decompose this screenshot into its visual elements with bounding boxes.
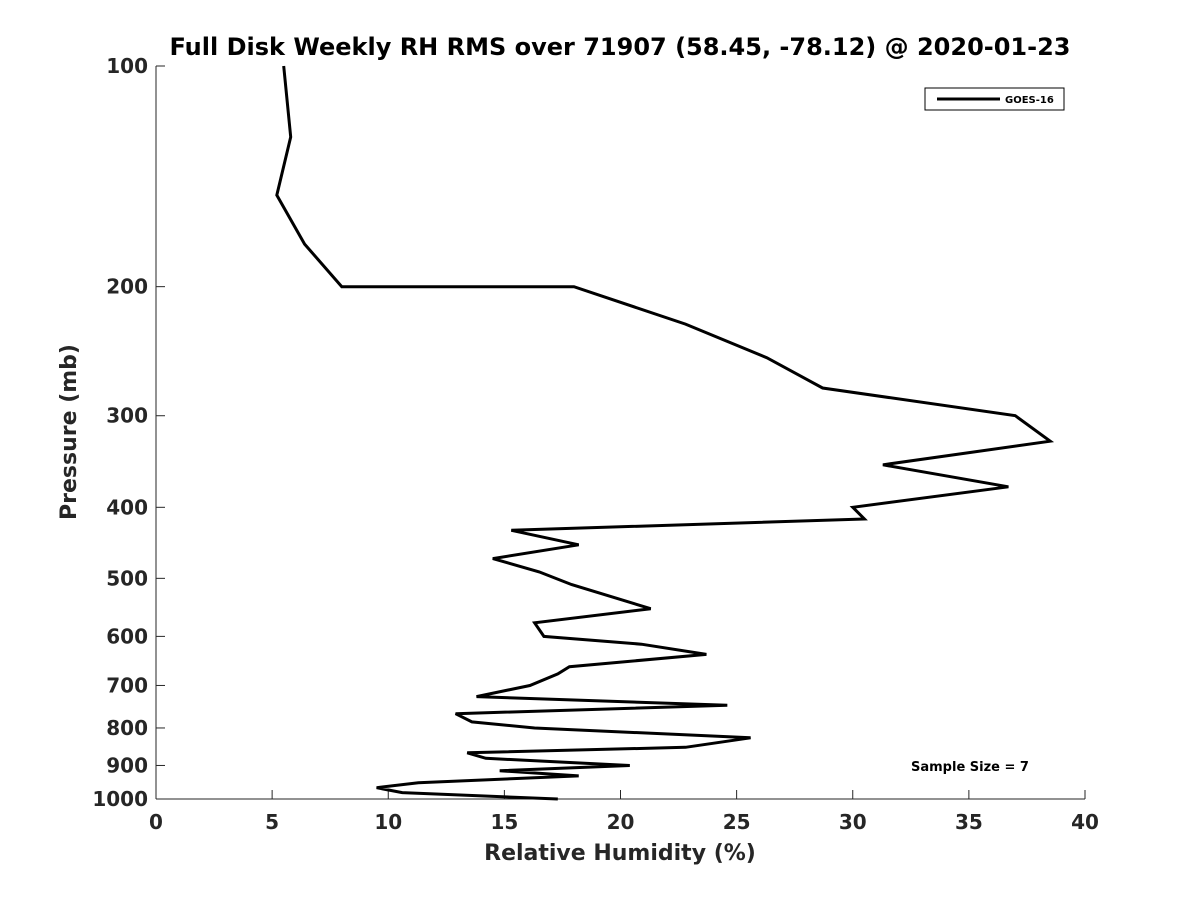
y-tick-label: 800 <box>106 716 148 740</box>
legend-label-goes-16: GOES-16 <box>1005 95 1054 106</box>
legend: GOES-16 <box>924 87 1065 111</box>
y-tick-label: 200 <box>106 275 148 299</box>
x-tick-label: 5 <box>265 810 279 834</box>
sample-size-annotation: Sample Size = 7 <box>911 760 1029 775</box>
y-tick-label: 500 <box>106 566 148 590</box>
y-tick-label: 400 <box>106 495 148 519</box>
axes <box>155 66 1085 800</box>
chart-title: Full Disk Weekly RH RMS over 71907 (58.4… <box>169 33 1070 61</box>
series-layer <box>275 65 1055 801</box>
y-tick-label: 300 <box>106 404 148 428</box>
x-ticks: 0 5 10 15 20 25 30 35 40 <box>149 790 1099 834</box>
y-axis-label: Pressure (mb) <box>57 344 82 520</box>
x-tick-label: 35 <box>955 810 983 834</box>
x-tick-label: 0 <box>149 810 163 834</box>
x-tick-label: 30 <box>839 810 867 834</box>
y-tick-label: 100 <box>106 54 148 78</box>
y-tick-label: 1000 <box>92 787 148 811</box>
y-tick-label: 600 <box>106 624 148 648</box>
x-tick-label: 40 <box>1071 810 1099 834</box>
x-tick-label: 15 <box>490 810 518 834</box>
y-ticks: 100 200 300 400 500 600 700 800 900 1000 <box>92 54 165 811</box>
y-tick-label: 700 <box>106 673 148 697</box>
x-tick-label: 10 <box>374 810 402 834</box>
x-tick-label: 20 <box>607 810 635 834</box>
x-tick-label: 25 <box>723 810 751 834</box>
x-axis-label: Relative Humidity (%) <box>484 841 756 866</box>
y-tick-label: 900 <box>106 753 148 777</box>
series-line-goes-16 <box>275 65 1055 801</box>
